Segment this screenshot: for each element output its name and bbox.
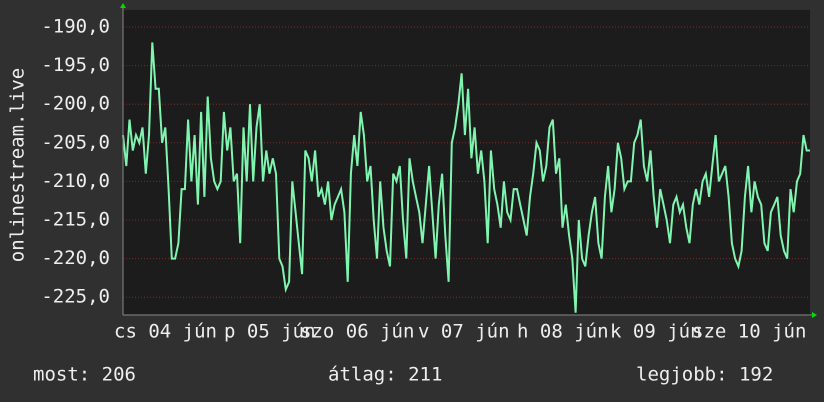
x-tick-label: szo 06 jún: [300, 321, 414, 343]
footer-stat: most: 206: [33, 364, 136, 386]
y-tick-label: -215,0: [41, 209, 110, 231]
axis-arrow: [812, 312, 817, 318]
y-axis-label: onlinestream.live: [7, 68, 29, 262]
footer-stat: átlag: 211: [328, 364, 442, 386]
x-tick-label: k 09 jún: [610, 321, 702, 343]
y-tick-label: -195,0: [41, 54, 110, 76]
x-tick-label: p 05 jún: [224, 321, 316, 343]
x-tick-label: cs 04 jún: [114, 321, 217, 343]
footer-stat: legjobb: 192: [636, 364, 773, 386]
y-tick-label: -205,0: [41, 131, 110, 153]
x-tick-label: h 08 jún: [517, 321, 609, 343]
y-tick-label: -220,0: [41, 247, 110, 269]
y-tick-label: -225,0: [41, 286, 110, 308]
axis-arrow: [120, 3, 126, 8]
y-tick-label: -200,0: [41, 93, 110, 115]
plot-area: [123, 10, 810, 315]
data-line: [122, 42, 810, 313]
y-tick-label: -190,0: [41, 15, 110, 37]
y-tick-label: -210,0: [41, 170, 110, 192]
x-tick-label: v 07 jún: [418, 321, 510, 343]
x-tick-label: sze 10 jún: [692, 321, 806, 343]
